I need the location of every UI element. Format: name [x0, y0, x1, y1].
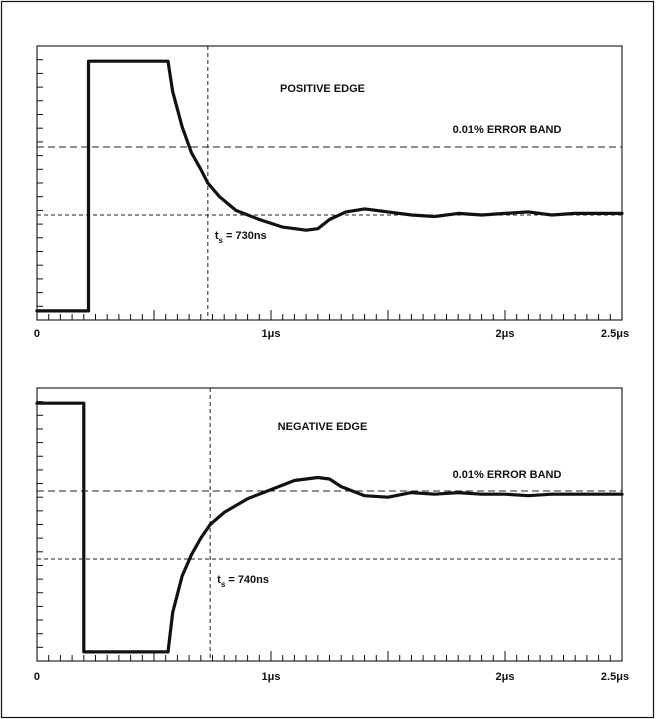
positive-edge-panel: POSITIVE EDGE 0.01% ERROR BAND ts = 730n…	[34, 45, 629, 340]
x-tick-label: 2.5μs	[601, 328, 629, 340]
x-tick-label: 2.5μs	[601, 671, 629, 683]
x-tick-label: 2μs	[496, 671, 515, 683]
x-tick-label: 1μs	[262, 671, 281, 683]
negative-edge-title: NEGATIVE EDGE	[278, 421, 368, 433]
negative-edge-panel: NEGATIVE EDGE 0.01% ERROR BAND ts = 740n…	[34, 387, 629, 683]
negative-edge-x-tick-labels: 0 1μs 2μs 2.5μs	[34, 671, 629, 683]
x-tick-label: 2μs	[496, 328, 515, 340]
x-tick-label: 0	[34, 671, 40, 683]
negative-edge-settling-label: ts = 740ns	[217, 574, 269, 589]
positive-edge-settling-label: ts = 730ns	[215, 230, 267, 245]
positive-edge-error-band-label: 0.01% ERROR BAND	[453, 124, 562, 136]
positive-edge-waveform	[35, 59, 624, 313]
x-tick-label: 1μs	[262, 328, 281, 340]
negative-edge-error-band-label: 0.01% ERROR BAND	[453, 469, 562, 481]
negative-edge-waveform	[35, 401, 624, 654]
negative-edge-minor-ticks	[37, 401, 611, 661]
positive-edge-title: POSITIVE EDGE	[280, 83, 365, 95]
positive-edge-minor-ticks	[37, 59, 611, 320]
positive-edge-x-tick-labels: 0 1μs 2μs 2.5μs	[34, 328, 629, 340]
x-tick-label: 0	[34, 328, 40, 340]
